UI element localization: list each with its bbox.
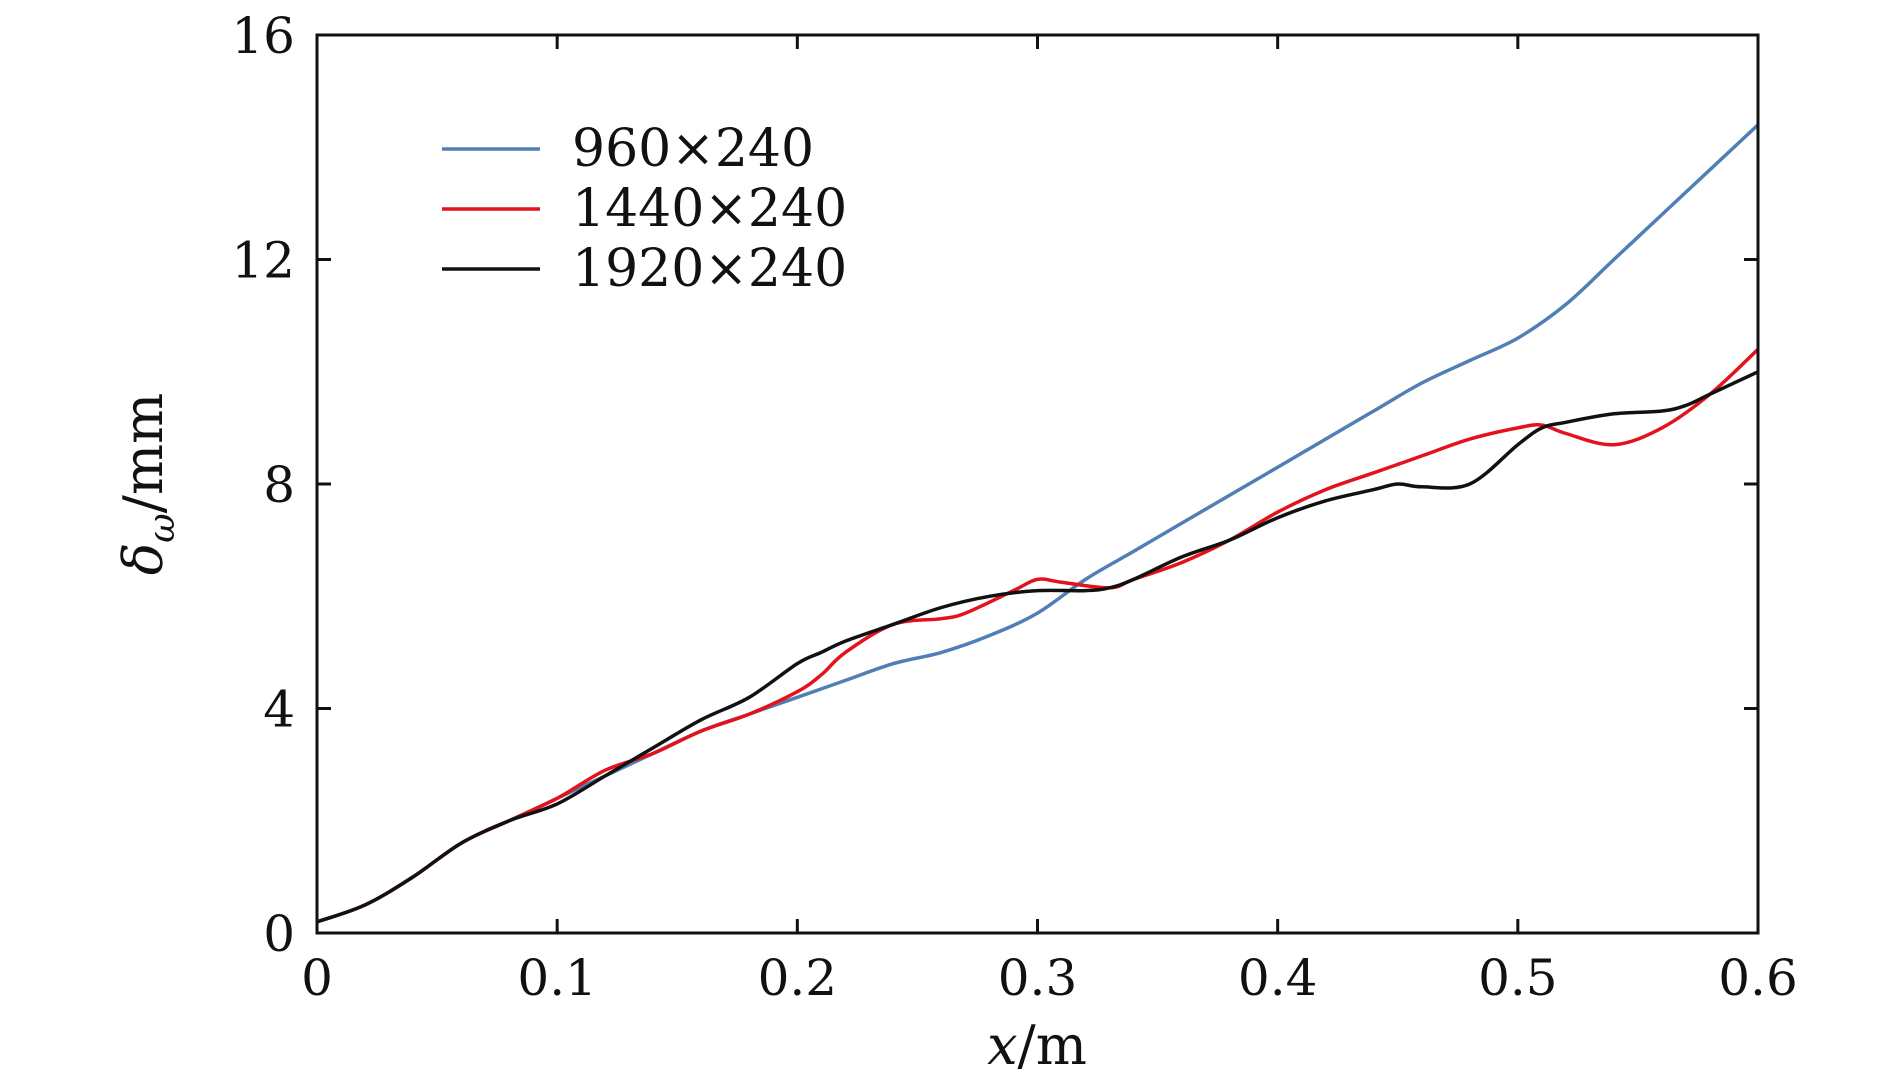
x-tick-label: 0.3 xyxy=(998,949,1078,1007)
x-axis-ticks: 0 0.1 0.2 0.3 0.4 0.5 0.6 xyxy=(301,35,1798,1007)
series-line-3 xyxy=(316,370,1759,924)
x-axis-unit: /m xyxy=(1018,1014,1087,1077)
x-tick-label: 0.5 xyxy=(1478,949,1558,1007)
y-axis-unit: /mm xyxy=(112,393,175,514)
x-tick-label: 0.1 xyxy=(517,949,597,1007)
y-tick-label: 4 xyxy=(263,681,295,739)
x-axis-title: x/m xyxy=(987,1014,1087,1077)
y-tick-label: 12 xyxy=(231,232,295,290)
x-tick-label: 0.4 xyxy=(1238,949,1318,1007)
y-tick-label: 16 xyxy=(231,7,295,65)
x-tick-label: 0 xyxy=(301,949,333,1007)
y-axis-title: δω/mm xyxy=(112,393,183,575)
legend-label-3: 1920×240 xyxy=(572,239,847,299)
series-line-1 xyxy=(316,123,1760,924)
legend-label-2: 1440×240 xyxy=(572,179,847,239)
y-axis-ticks: 0 4 8 12 16 xyxy=(231,7,1758,963)
x-tick-label: 0.6 xyxy=(1718,949,1798,1007)
x-tick-label: 0.2 xyxy=(758,949,838,1007)
y-axis-subscript: ω xyxy=(142,513,183,542)
x-axis-variable: x xyxy=(987,1014,1017,1077)
series-line-2 xyxy=(316,348,1760,924)
plot-frame xyxy=(315,33,1760,935)
legend-label-1: 960×240 xyxy=(572,119,814,179)
y-tick-label: 0 xyxy=(263,905,295,963)
series-layer xyxy=(316,123,1760,924)
y-axis-symbol: δ xyxy=(112,543,175,576)
y-tick-label: 8 xyxy=(263,456,295,514)
